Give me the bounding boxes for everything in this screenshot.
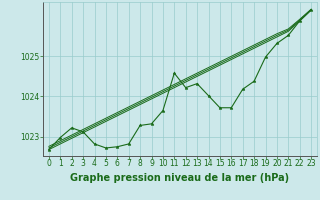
X-axis label: Graphe pression niveau de la mer (hPa): Graphe pression niveau de la mer (hPa) — [70, 173, 290, 183]
